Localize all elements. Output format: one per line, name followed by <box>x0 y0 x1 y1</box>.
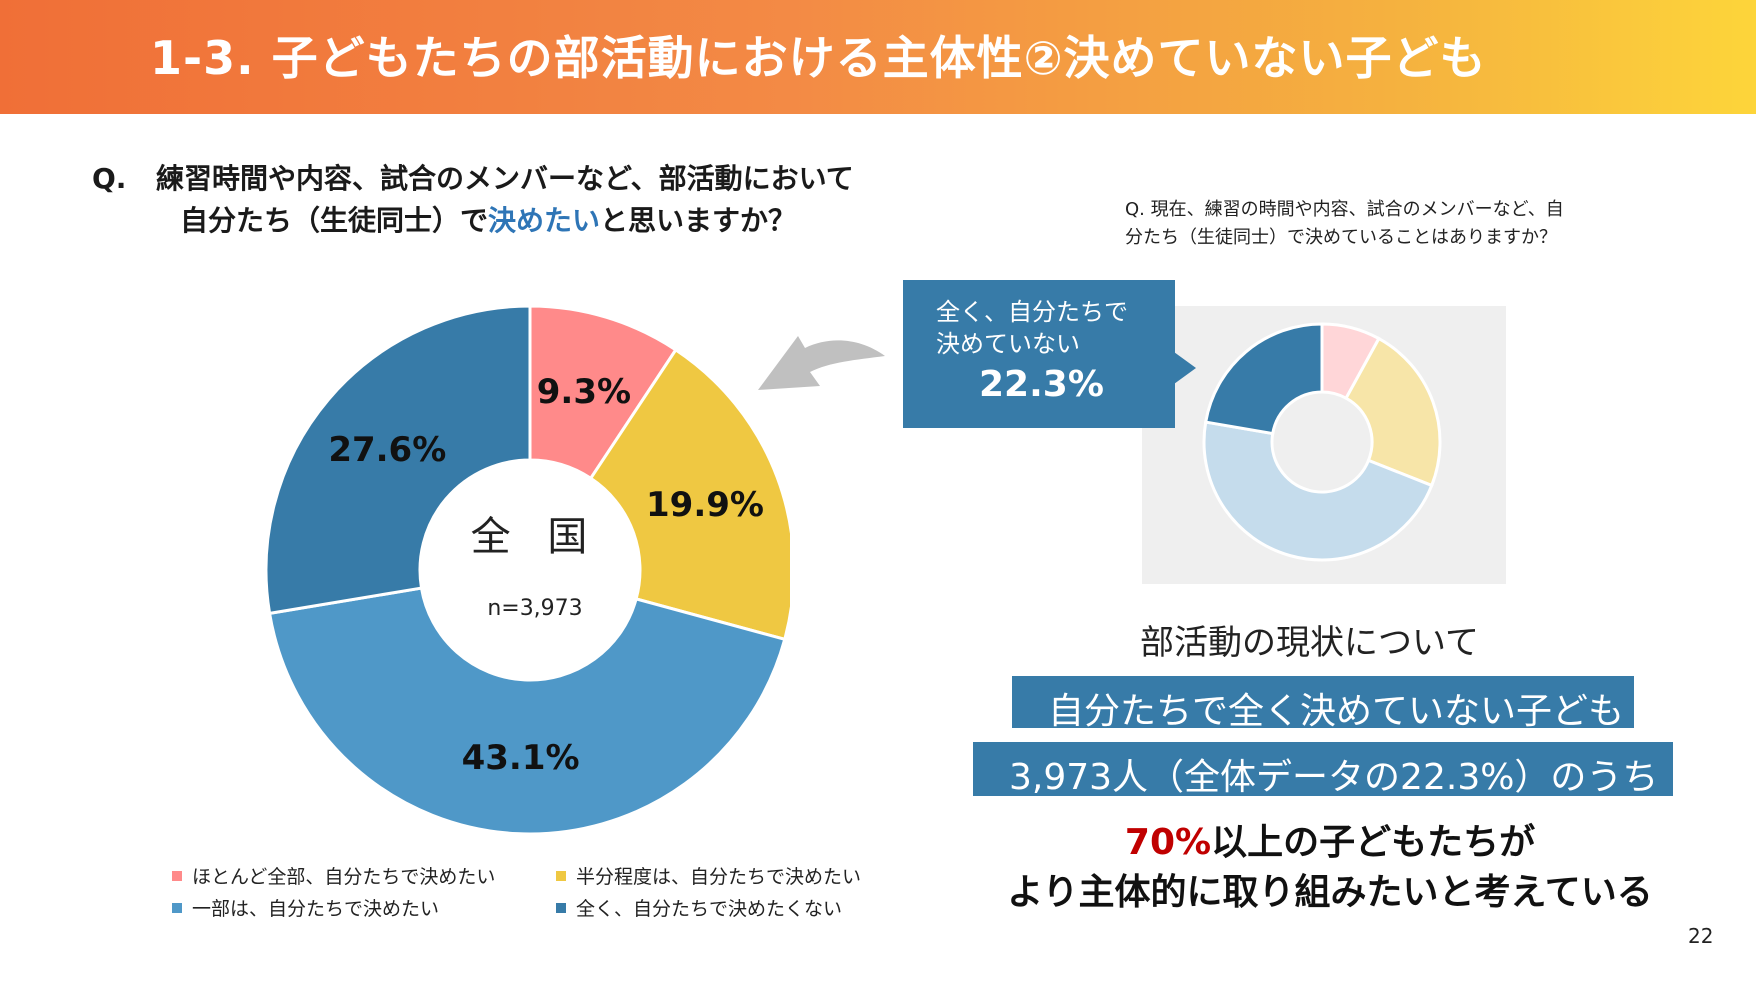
page-title: 1-3. 子どもたちの部活動における主体性②決めていない子ども <box>150 31 1487 85</box>
legend-label: 全く、自分たちで決めたくない <box>576 898 843 920</box>
page-number: 22 <box>1688 924 1714 948</box>
legend-label: 一部は、自分たちで決めたい <box>192 898 440 920</box>
conclusion-line2: より主体的に取り組みたいと考えている <box>1007 872 1653 913</box>
main-label-1: 19.9% <box>646 485 764 525</box>
legend-item: 一部は、自分たちで決めたい <box>172 894 439 921</box>
legend-swatch-blue <box>172 902 182 913</box>
status-banner-1: 自分たちで全く決めていない子ども <box>1012 676 1634 732</box>
main-slice-2 <box>267 586 787 835</box>
main-label-0: 9.3% <box>537 372 631 412</box>
callout-percentage: 22.3% <box>979 364 1104 405</box>
main-label-3: 27.6% <box>328 430 446 470</box>
main-slice-1 <box>588 347 790 642</box>
status-banner-2: 3,973人（全体データの22.3%）のうち <box>973 742 1673 798</box>
legend-label: 半分程度は、自分たちで決めたい <box>576 866 862 888</box>
status-banner-1-text: 自分たちで全く決めていない子ども <box>1048 691 1625 732</box>
legend-item: 半分程度は、自分たちで決めたい <box>556 862 861 889</box>
mini-question: Q. 現在、練習の時間や内容、試合のメンバーなど、自分たち（生徒同士）で決めてい… <box>1125 199 1564 248</box>
legend-item: ほとんど全部、自分たちで決めたい <box>172 862 495 889</box>
conclusion: 70%以上の子どもたちが より主体的に取り組みたいと考えている <box>980 818 1680 918</box>
question-mark: Q. <box>92 162 127 195</box>
question-line2-pre: 自分たち（生徒同士）で <box>180 204 489 237</box>
legend-swatch-red <box>172 870 182 881</box>
status-title: 部活動の現状について <box>1140 623 1479 663</box>
legend-item: 全く、自分たちで決めたくない <box>556 894 842 921</box>
callout-pointer <box>1174 352 1196 384</box>
conclusion-line1: 70%以上の子どもたちが <box>980 818 1680 868</box>
question-line1: 練習時間や内容、試合のメンバーなど、部活動において <box>156 162 854 195</box>
callout-box: 全く、自分たちで 決めていない 22.3% <box>903 280 1175 428</box>
legend-swatch-yellow <box>556 870 566 881</box>
question-line2: 自分たち（生徒同士）で決めたいと思いますか？ <box>180 200 796 242</box>
mini-slice-2 <box>1202 420 1434 562</box>
conclusion-red: 70% <box>1124 822 1212 863</box>
curved-arrow-icon <box>758 336 885 390</box>
legend-label: ほとんど全部、自分たちで決めたい <box>192 866 496 888</box>
chart-center-n: n=3,973 <box>487 596 582 621</box>
question-line2-post: と思いますか？ <box>600 204 797 237</box>
header-bar: 1-3. 子どもたちの部活動における主体性②決めていない子ども <box>0 0 1756 114</box>
mini-donut-chart <box>1202 322 1442 562</box>
main-slice-3 <box>264 304 532 616</box>
callout-text: 全く、自分たちで 決めていない <box>936 298 1128 358</box>
mini-slice-1 <box>1344 336 1442 488</box>
main-slices <box>264 304 790 835</box>
question-highlight: 決めたい <box>488 204 601 237</box>
chart-center-title: 全 国 <box>471 514 600 560</box>
mini-slices <box>1202 322 1442 562</box>
status-banner-2-text: 3,973人（全体データの22.3%）のうち <box>1009 757 1659 798</box>
mini-slice-3 <box>1203 322 1324 436</box>
main-labels: 9.3% 19.9% 43.1% 27.6% <box>328 372 764 778</box>
conclusion-line1-rest: 以上の子どもたちが <box>1211 822 1536 863</box>
main-donut-chart: 9.3% 19.9% 43.1% 27.6% 全 国 n=3,973 <box>264 304 790 835</box>
main-label-2: 43.1% <box>462 738 580 778</box>
legend-swatch-dark-blue <box>556 902 566 913</box>
